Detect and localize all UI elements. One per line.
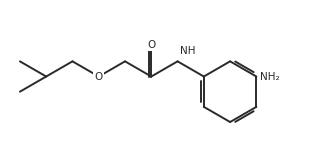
Text: O: O (95, 72, 103, 81)
Text: O: O (147, 40, 156, 50)
Text: NH: NH (180, 46, 196, 56)
Text: NH₂: NH₂ (260, 72, 280, 81)
